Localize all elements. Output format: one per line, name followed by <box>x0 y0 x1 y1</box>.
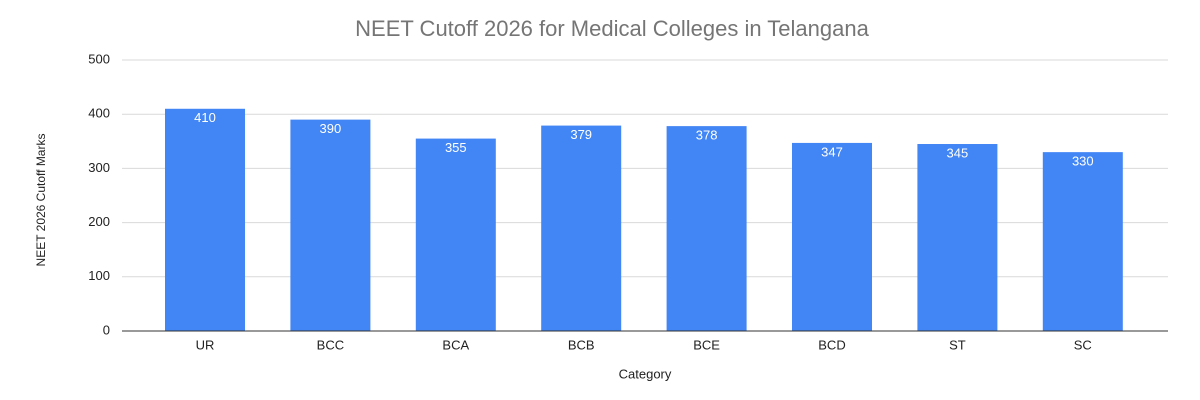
y-tick-label: 300 <box>88 160 110 175</box>
y-tick-label: 500 <box>88 51 110 66</box>
y-tick-label: 100 <box>88 268 110 283</box>
x-axis-label: Category <box>619 366 672 381</box>
data-label: 355 <box>445 140 467 155</box>
y-tick-label: 400 <box>88 106 110 121</box>
bar <box>1042 152 1123 331</box>
bar <box>165 108 245 331</box>
data-label: 390 <box>320 121 342 136</box>
bar <box>290 119 371 332</box>
y-tick-label: 0 <box>103 322 110 337</box>
data-label: 330 <box>1072 154 1094 169</box>
x-tick-label: SC <box>1074 337 1092 352</box>
x-tick-label: BCD <box>818 337 845 352</box>
bar <box>917 144 998 331</box>
x-tick-label: BCC <box>317 337 344 352</box>
bar <box>792 142 872 331</box>
bar <box>541 125 622 331</box>
x-tick-label: ST <box>949 337 966 352</box>
x-tick-label: BCB <box>568 337 595 352</box>
y-tick-label: 200 <box>88 214 110 229</box>
y-axis-label: NEET 2026 Cutoff Marks <box>34 134 48 267</box>
x-tick-label: BCA <box>442 337 469 352</box>
data-label: 347 <box>821 144 843 159</box>
chart-title: NEET Cutoff 2026 for Medical Colleges in… <box>355 16 869 41</box>
data-label: 410 <box>194 110 216 125</box>
bar <box>666 126 747 332</box>
bar <box>415 138 496 331</box>
data-label: 345 <box>947 145 969 160</box>
x-tick-label: UR <box>196 337 215 352</box>
data-label: 378 <box>696 128 718 143</box>
data-label: 379 <box>570 127 592 142</box>
x-tick-label: BCE <box>693 337 720 352</box>
